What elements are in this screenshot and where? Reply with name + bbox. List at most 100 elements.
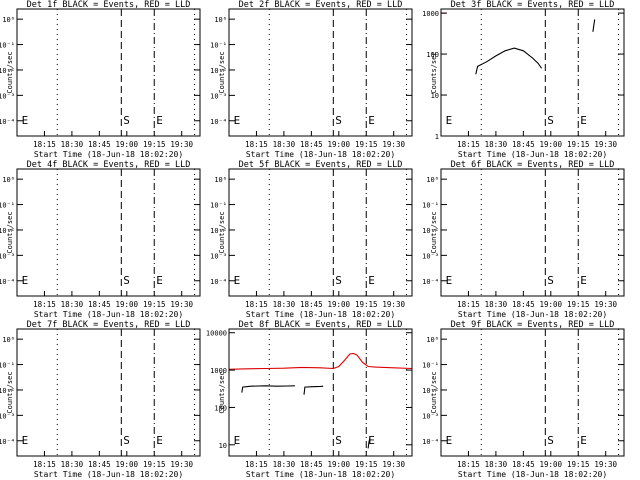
detector-panel-5: Det 5f BLACK = Events, RED = LLD E S E 10⁻⁴ 1… <box>210 160 413 319</box>
x-tick-label: 19:00 <box>116 460 139 469</box>
y-tick-label: 10⁻¹ <box>0 362 15 370</box>
x-tick-label: 18:45 <box>512 140 535 149</box>
y-tick-label: 100 <box>426 51 439 59</box>
y-axis-label: Counts/sec <box>430 211 438 253</box>
y-tick-label: 10⁰ <box>214 176 227 184</box>
x-tick-label: 18:45 <box>512 460 535 469</box>
y-axis-label: Counts/sec <box>218 211 226 253</box>
x-tick-label: 18:15 <box>245 300 268 309</box>
x-tick-label: 18:30 <box>61 460 84 469</box>
y-tick-label: 10⁰ <box>2 336 15 344</box>
x-tick-label: 18:30 <box>485 140 508 149</box>
x-tick-label: 19:00 <box>328 460 351 469</box>
x-tick-label: 19:15 <box>567 140 590 149</box>
detector-panel-7: Det 7f BLACK = Events, RED = LLD E S E 10⁻⁴ 1… <box>0 320 201 479</box>
event-marker-label: S <box>123 114 130 127</box>
x-tick-label: 19:30 <box>170 140 193 149</box>
y-axis-label: Counts/sec <box>6 371 14 413</box>
x-tick-label: 18:30 <box>273 460 296 469</box>
x-tick-label: 18:30 <box>61 140 84 149</box>
event-marker-label: E <box>580 274 587 287</box>
y-tick-label: 10⁻⁴ <box>422 278 439 286</box>
x-axis-label: Start Time (18-Jun-18 18:02:20) <box>246 310 395 319</box>
x-axis-label: Start Time (18-Jun-18 18:02:20) <box>34 310 183 319</box>
y-tick-label: 10⁻¹ <box>0 202 15 210</box>
event-marker-label: E <box>22 274 29 287</box>
event-marker-label: E <box>368 434 375 447</box>
y-tick-label: 10⁰ <box>426 336 439 344</box>
x-tick-label: 18:15 <box>457 300 480 309</box>
y-tick-label: 10⁻⁴ <box>422 438 439 446</box>
x-axis-label: Start Time (18-Jun-18 18:02:20) <box>458 310 607 319</box>
y-tick-label: 10⁻² <box>422 227 439 235</box>
x-tick-label: 19:15 <box>355 300 378 309</box>
y-tick-label: 10 <box>219 442 227 450</box>
event-marker-label: E <box>156 274 163 287</box>
x-tick-label: 19:30 <box>382 300 405 309</box>
series-group <box>229 352 412 449</box>
x-tick-label: 18:45 <box>88 140 111 149</box>
y-tick-label: 10⁻⁴ <box>210 118 227 126</box>
event-marker-label: E <box>156 434 163 447</box>
event-marker-label: S <box>547 434 554 447</box>
events-series-line <box>303 385 324 395</box>
plot-frame <box>16 168 201 297</box>
detector-panel-9: Det 9f BLACK = Events, RED = LLD E S E 10⁻⁴ 1… <box>422 320 625 479</box>
panel-title: Det 1f BLACK = Events, RED = LLD <box>27 0 191 10</box>
y-axis-label: Counts/sec <box>6 211 14 253</box>
event-marker-label: E <box>22 114 29 127</box>
detector-panel-8: Det 8f BLACK = Events, RED = LLD E S E 10000… <box>206 320 413 479</box>
y-tick-label: 10⁰ <box>426 176 439 184</box>
y-tick-label: 10⁻² <box>0 67 15 75</box>
events-series-line <box>241 385 295 393</box>
x-axis-label: Start Time (18-Jun-18 18:02:20) <box>34 470 183 479</box>
plot-frame <box>16 328 201 457</box>
x-tick-label: 19:15 <box>143 300 166 309</box>
x-tick-label: 18:15 <box>33 460 56 469</box>
event-marker-label: E <box>234 114 241 127</box>
event-marker-label: S <box>335 434 342 447</box>
y-tick-label: 10⁻³ <box>422 252 439 260</box>
x-tick-label: 19:30 <box>594 140 617 149</box>
event-marker-label: S <box>547 114 554 127</box>
events-series-line <box>367 438 371 449</box>
x-tick-label: 18:15 <box>457 140 480 149</box>
events-series-line <box>592 19 596 32</box>
x-tick-label: 19:30 <box>594 300 617 309</box>
x-tick-label: 19:15 <box>567 460 590 469</box>
x-tick-label: 18:45 <box>88 300 111 309</box>
event-marker-label: E <box>368 274 375 287</box>
x-tick-label: 18:15 <box>245 140 268 149</box>
x-axis-label: Start Time (18-Jun-18 18:02:20) <box>458 470 607 479</box>
event-marker-label: S <box>123 274 130 287</box>
y-tick-label: 10⁻³ <box>0 412 15 420</box>
y-axis-label: Counts/sec <box>218 371 226 413</box>
panel-title: Det 5f BLACK = Events, RED = LLD <box>239 160 403 170</box>
panel-title: Det 6f BLACK = Events, RED = LLD <box>451 160 615 170</box>
y-tick-label: 10⁻² <box>210 67 227 75</box>
y-tick-label: 10⁻³ <box>0 252 15 260</box>
y-tick-label: 1 <box>435 133 439 141</box>
y-tick-label: 10 <box>431 92 439 100</box>
event-marker-label: S <box>123 434 130 447</box>
y-tick-label: 10⁻³ <box>210 92 227 100</box>
y-tick-label: 10000 <box>206 330 227 338</box>
x-tick-label: 18:15 <box>457 460 480 469</box>
x-axis-label: Start Time (18-Jun-18 18:02:20) <box>246 470 395 479</box>
event-marker-label: S <box>335 114 342 127</box>
x-tick-label: 19:15 <box>143 460 166 469</box>
y-axis-label: Counts/sec <box>218 51 226 93</box>
y-tick-label: 10⁻⁴ <box>0 278 15 286</box>
event-marker-label: E <box>446 114 453 127</box>
y-tick-label: 10⁻¹ <box>210 42 227 50</box>
panel-title: Det 8f BLACK = Events, RED = LLD <box>239 320 403 330</box>
y-tick-label: 10⁻¹ <box>422 202 439 210</box>
x-tick-label: 19:00 <box>116 300 139 309</box>
x-tick-label: 18:30 <box>61 300 84 309</box>
x-tick-label: 19:00 <box>540 300 563 309</box>
event-marker-label: E <box>234 434 241 447</box>
plot-frame <box>228 168 413 297</box>
y-tick-label: 10⁻³ <box>210 252 227 260</box>
x-tick-label: 18:45 <box>88 460 111 469</box>
y-tick-label: 10⁻² <box>0 387 15 395</box>
